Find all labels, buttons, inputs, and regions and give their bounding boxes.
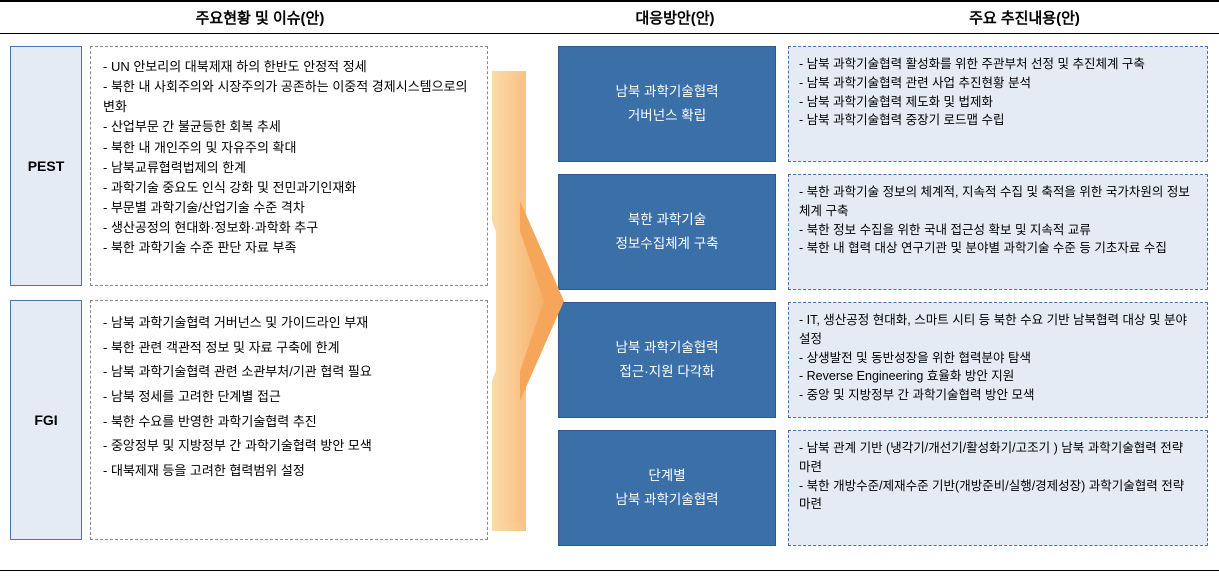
detail-item: - 남북 관계 기반 (냉각기/개선기/활성화기/고조기 ) 남북 과학기술협력… bbox=[799, 439, 1197, 477]
detail-item: - 남북 과학기술협력 제도화 및 법제화 bbox=[799, 93, 1197, 112]
pest-item: - 산업부문 간 불균등한 회복 추세 bbox=[103, 117, 475, 137]
pest-item: - 과학기술 중요도 인식 강화 및 전민과기인재화 bbox=[103, 178, 475, 198]
header-issues: 주요현황 및 이슈(안) bbox=[0, 7, 520, 28]
detail-item: - 북한 내 협력 대상 연구기관 및 분야별 과학기술 수준 등 기초자료 수… bbox=[799, 239, 1197, 258]
detail-box: - 남북 과학기술협력 활성화를 위한 주관부처 선정 및 추진체계 구축- 남… bbox=[788, 46, 1208, 162]
left-column: PEST - UN 안보리의 대북제재 하의 한반도 안정적 정세- 북한 내 … bbox=[0, 34, 494, 567]
response-line1: 단계별 bbox=[648, 464, 685, 488]
fgi-block: FGI - 남북 과학기술협력 거버넌스 및 가이드라인 부재- 북한 관련 객… bbox=[10, 300, 488, 540]
details-column: - 남북 과학기술협력 활성화를 위한 주관부처 선정 및 추진체계 구축- 남… bbox=[788, 46, 1208, 555]
detail-item: - 상생발전 및 동반성장을 위한 협력분야 탐색 bbox=[799, 349, 1197, 368]
fgi-item: - 북한 관련 객관적 정보 및 자료 구축에 한계 bbox=[103, 336, 475, 361]
fgi-item: - 남북 과학기술협력 관련 소관부처/기관 협력 필요 bbox=[103, 360, 475, 385]
header-response: 대응방안(안) bbox=[520, 7, 830, 28]
response-column: 남북 과학기술협력거버넌스 확립북한 과학기술정보수집체계 구축남북 과학기술협… bbox=[558, 46, 776, 555]
response-box: 단계별남북 과학기술협력 bbox=[558, 430, 776, 546]
detail-box: - IT, 생산공정 현대화, 스마트 시티 등 북한 수요 기반 남북협력 대… bbox=[788, 302, 1208, 418]
detail-box: - 남북 관계 기반 (냉각기/개선기/활성화기/고조기 ) 남북 과학기술협력… bbox=[788, 430, 1208, 546]
detail-item: - 남북 과학기술협력 관련 사업 추진현황 분석 bbox=[799, 74, 1197, 93]
detail-item: - 북한 과학기술 정보의 체계적, 지속적 수집 및 축적을 위한 국가차원의… bbox=[799, 183, 1197, 221]
response-line2: 정보수집체계 구축 bbox=[615, 232, 718, 256]
detail-item: - 중앙 및 지방정부 간 과학기술협력 방안 모색 bbox=[799, 386, 1197, 405]
response-line2: 남북 과학기술협력 bbox=[615, 488, 718, 512]
fgi-label: FGI bbox=[10, 300, 82, 540]
response-line1: 남북 과학기술협력 bbox=[615, 80, 718, 104]
detail-item: - IT, 생산공정 현대화, 스마트 시티 등 북한 수요 기반 남북협력 대… bbox=[799, 311, 1197, 349]
pest-item: - 남북교류협력법제의 한계 bbox=[103, 158, 475, 178]
response-box: 남북 과학기술협력접근·지원 다각화 bbox=[558, 302, 776, 418]
header-row: 주요현황 및 이슈(안) 대응방안(안) 주요 추진내용(안) bbox=[0, 0, 1219, 34]
pest-item: - 북한 과학기술 수준 판단 자료 부족 bbox=[103, 238, 475, 258]
detail-item: - 북한 정보 수집을 위한 국내 접근성 확보 및 지속적 교류 bbox=[799, 221, 1197, 240]
fgi-item: - 북한 수요를 반영한 과학기술협력 추진 bbox=[103, 410, 475, 435]
pest-label: PEST bbox=[10, 46, 82, 286]
detail-item: - 남북 과학기술협력 중장기 로드맵 수립 bbox=[799, 111, 1197, 130]
right-area: 남북 과학기술협력거버넌스 확립북한 과학기술정보수집체계 구축남북 과학기술협… bbox=[554, 34, 1219, 567]
pest-item: - 북한 내 개인주의 및 자유주의 확대 bbox=[103, 138, 475, 158]
pest-item: - 부문별 과학기술/산업기술 수준 격차 bbox=[103, 198, 475, 218]
arrow-icon bbox=[492, 51, 564, 551]
pest-label-text: PEST bbox=[28, 158, 65, 174]
pest-item: - 북한 내 사회주의와 시장주의가 공존하는 이중적 경제시스템으로의 변화 bbox=[103, 77, 475, 117]
detail-item: - Reverse Engineering 효율화 방안 지원 bbox=[799, 367, 1197, 386]
detail-box: - 북한 과학기술 정보의 체계적, 지속적 수집 및 축적을 위한 국가차원의… bbox=[788, 174, 1208, 290]
pest-block: PEST - UN 안보리의 대북제재 하의 한반도 안정적 정세- 북한 내 … bbox=[10, 46, 488, 286]
response-box: 남북 과학기술협력거버넌스 확립 bbox=[558, 46, 776, 162]
response-line2: 거버넌스 확립 bbox=[628, 104, 706, 128]
fgi-label-text: FGI bbox=[34, 412, 57, 428]
response-line1: 북한 과학기술 bbox=[628, 208, 706, 232]
fgi-item: - 남북 과학기술협력 거버넌스 및 가이드라인 부재 bbox=[103, 311, 475, 336]
fgi-content-box: - 남북 과학기술협력 거버넌스 및 가이드라인 부재- 북한 관련 객관적 정… bbox=[90, 300, 488, 540]
pest-item: - UN 안보리의 대북제재 하의 한반도 안정적 정세 bbox=[103, 57, 475, 77]
response-line1: 남북 과학기술협력 bbox=[615, 336, 718, 360]
pest-item: - 생산공정의 현대화·정보화·과학화 추구 bbox=[103, 218, 475, 238]
main-area: PEST - UN 안보리의 대북제재 하의 한반도 안정적 정세- 북한 내 … bbox=[0, 34, 1219, 567]
fgi-item: - 대북제재 등을 고려한 협력범위 설정 bbox=[103, 459, 475, 484]
response-line2: 접근·지원 다각화 bbox=[619, 360, 714, 384]
bottom-rule bbox=[0, 570, 1219, 571]
header-details: 주요 추진내용(안) bbox=[830, 7, 1219, 28]
detail-item: - 남북 과학기술협력 활성화를 위한 주관부처 선정 및 추진체계 구축 bbox=[799, 55, 1197, 74]
pest-content-box: - UN 안보리의 대북제재 하의 한반도 안정적 정세- 북한 내 사회주의와… bbox=[90, 46, 488, 286]
response-box: 북한 과학기술정보수집체계 구축 bbox=[558, 174, 776, 290]
fgi-item: - 중앙정부 및 지방정부 간 과학기술협력 방안 모색 bbox=[103, 434, 475, 459]
arrow-column bbox=[494, 34, 554, 567]
detail-item: - 북한 개방수준/제재수준 기반(개방준비/실행/경제성장) 과학기술협력 전… bbox=[799, 477, 1197, 515]
fgi-item: - 남북 정세를 고려한 단계별 접근 bbox=[103, 385, 475, 410]
